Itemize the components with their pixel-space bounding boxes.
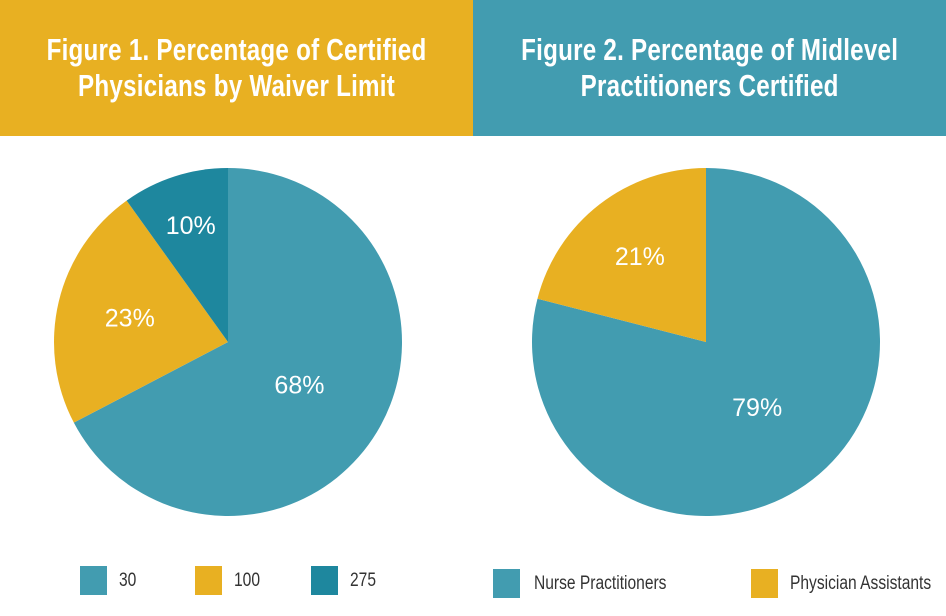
figure-1-slice-label: 10%	[166, 212, 216, 240]
figure-1-legend-label: 30	[119, 569, 137, 591]
figure-1-title: Figure 1. Percentage of Certified Physic…	[47, 32, 427, 104]
figure-1-slice-100	[54, 200, 229, 423]
figure-1-header: Figure 1. Percentage of Certified Physic…	[0, 0, 473, 136]
figure-1-slice-label: 68%	[274, 371, 324, 399]
figure-2-legend-item: Physician Assistants	[750, 569, 946, 598]
figure-1-title-line-2: Physicians by Waiver Limit	[78, 68, 395, 103]
figure-2-title: Figure 2. Percentage of Midlevel Practit…	[521, 32, 898, 104]
figure-1-legend-item: 275	[310, 566, 382, 595]
figure-1-legend-item: 100	[195, 566, 266, 595]
figure-1-slice-275	[126, 168, 228, 342]
figure-1-slice-label: 23%	[105, 305, 155, 333]
figure-1-legend-swatch	[195, 566, 223, 595]
figure-2-pie-chart: 79% 21%	[532, 168, 880, 516]
figure-1-slice-30	[73, 168, 402, 516]
figure-2-legend-item: Nurse Practitioners	[493, 569, 696, 598]
figure-1-legend: 30 100 275	[80, 566, 382, 595]
figure-1-legend-swatch	[80, 566, 107, 595]
figure-2-title-line-2: Practitioners Certified	[580, 68, 839, 103]
figure-2-slice-label: 79%	[732, 394, 782, 422]
figure-1-title-line-1: Figure 1. Percentage of Certified	[46, 32, 427, 67]
figure-2-legend: Nurse Practitioners Physician Assistants	[493, 569, 946, 598]
figure-2-slice-physician-assistants	[537, 168, 706, 342]
figure-2-title-line-1: Figure 2. Percentage of Midlevel	[520, 32, 899, 67]
figure-2-slice-label: 21%	[615, 243, 665, 271]
figure-2-legend-swatch	[750, 569, 778, 598]
figure-1-legend-label: 275	[349, 569, 376, 591]
figure-2-legend-label: Physician Assistants	[789, 572, 931, 594]
figure-1-legend-label: 100	[234, 569, 261, 591]
figure-2-legend-label: Nurse Practitioners	[534, 572, 667, 594]
figure-1-legend-item: 30	[80, 566, 140, 595]
figure-1-pie-chart: 68% 23% 10%	[54, 168, 402, 516]
figure-2-header: Figure 2. Percentage of Midlevel Practit…	[473, 0, 946, 136]
figure-1-legend-swatch	[310, 566, 338, 595]
figure-2-legend-swatch	[493, 569, 520, 598]
